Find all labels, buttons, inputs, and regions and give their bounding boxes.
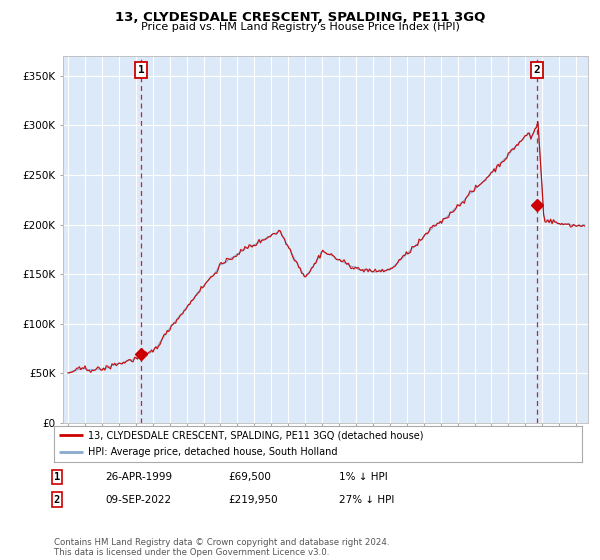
Text: 09-SEP-2022: 09-SEP-2022: [105, 494, 171, 505]
Text: Contains HM Land Registry data © Crown copyright and database right 2024.
This d: Contains HM Land Registry data © Crown c…: [54, 538, 389, 557]
Text: 13, CLYDESDALE CRESCENT, SPALDING, PE11 3GQ: 13, CLYDESDALE CRESCENT, SPALDING, PE11 …: [115, 11, 485, 24]
Text: 27% ↓ HPI: 27% ↓ HPI: [339, 494, 394, 505]
Text: £219,950: £219,950: [228, 494, 278, 505]
Text: £69,500: £69,500: [228, 472, 271, 482]
Text: 2: 2: [54, 494, 60, 505]
Text: 1% ↓ HPI: 1% ↓ HPI: [339, 472, 388, 482]
Text: HPI: Average price, detached house, South Holland: HPI: Average price, detached house, Sout…: [88, 447, 338, 457]
Text: 26-APR-1999: 26-APR-1999: [105, 472, 172, 482]
Text: 1: 1: [138, 65, 145, 75]
Text: 2: 2: [533, 65, 541, 75]
Text: Price paid vs. HM Land Registry's House Price Index (HPI): Price paid vs. HM Land Registry's House …: [140, 22, 460, 32]
Text: 13, CLYDESDALE CRESCENT, SPALDING, PE11 3GQ (detached house): 13, CLYDESDALE CRESCENT, SPALDING, PE11 …: [88, 431, 424, 440]
Text: 1: 1: [54, 472, 60, 482]
